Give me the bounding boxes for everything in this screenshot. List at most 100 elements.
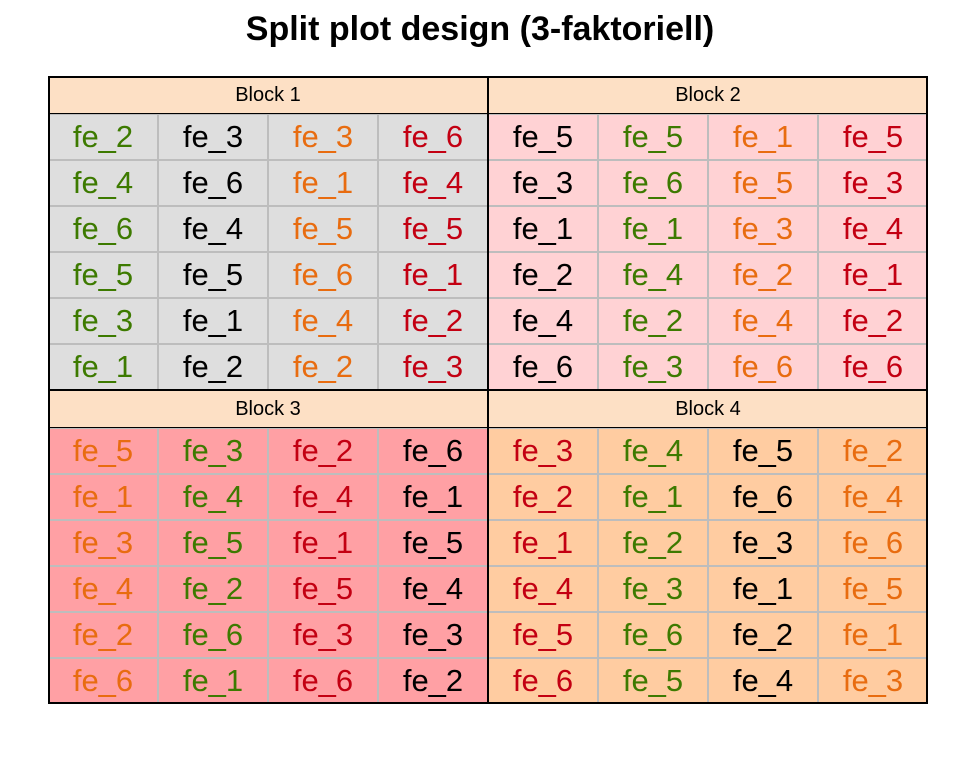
block-header: Block 3 (48, 390, 488, 428)
plot-cell: fe_6 (488, 658, 598, 704)
plot-cell: fe_6 (818, 520, 928, 566)
plot-cell: fe_5 (818, 566, 928, 612)
plot-cell: fe_1 (598, 474, 708, 520)
block-1: Block 1 fe_2 fe_4 fe_6 fe_5 fe_3 fe_1 fe_3 fe_6… (48, 76, 488, 390)
plot-cell: fe_6 (708, 344, 818, 390)
plot-cell: fe_6 (48, 658, 158, 704)
plot-cell: fe_5 (378, 520, 488, 566)
plot-cell: fe_4 (158, 206, 268, 252)
plot-cell: fe_3 (488, 428, 598, 474)
plot-cell: fe_3 (708, 206, 818, 252)
plot-cell: fe_3 (158, 114, 268, 160)
plot-cell: fe_6 (818, 344, 928, 390)
block-header: Block 1 (48, 76, 488, 114)
plot-cell: fe_5 (598, 658, 708, 704)
plot-cell: fe_5 (48, 428, 158, 474)
plot-cell: fe_4 (48, 160, 158, 206)
plot-cell: fe_1 (818, 612, 928, 658)
plot-cell: fe_4 (378, 160, 488, 206)
plot-cell: fe_5 (708, 428, 818, 474)
split-plot-grid: Block 1 fe_2 fe_4 fe_6 fe_5 fe_3 fe_1 fe_3 fe_6… (48, 76, 928, 704)
plot-cell: fe_4 (708, 298, 818, 344)
plot-cell: fe_1 (48, 474, 158, 520)
plot-cell: fe_3 (268, 612, 378, 658)
plot-cell: fe_5 (488, 612, 598, 658)
plot-cell: fe_6 (268, 658, 378, 704)
block-header: Block 2 (488, 76, 928, 114)
plot-cell: fe_5 (268, 566, 378, 612)
plot-cell: fe_2 (158, 566, 268, 612)
plot-cell: fe_5 (378, 206, 488, 252)
plot-cell: fe_6 (598, 160, 708, 206)
plot-cell: fe_1 (378, 252, 488, 298)
plot-cell: fe_5 (158, 252, 268, 298)
plot-cell: fe_2 (48, 612, 158, 658)
page-title: Split plot design (3-faktoriell) (245, 10, 715, 48)
plot-cell: fe_5 (158, 520, 268, 566)
plot-cell: fe_6 (708, 474, 818, 520)
block-header: Block 4 (488, 390, 928, 428)
plot-cell: fe_3 (598, 344, 708, 390)
plot-cell: fe_4 (818, 474, 928, 520)
block-3: Block 3 fe_5 fe_1 fe_3 fe_4 fe_2 fe_6 fe_3 fe_4… (48, 390, 488, 704)
plot-cell: fe_5 (488, 114, 598, 160)
plot-cell: fe_6 (268, 252, 378, 298)
plot-cell: fe_2 (158, 344, 268, 390)
plot-cell: fe_5 (48, 252, 158, 298)
block-cells: fe_2 fe_4 fe_6 fe_5 fe_3 fe_1 fe_3 fe_6 fe_4 fe_5… (48, 114, 488, 390)
plot-cell: fe_2 (598, 520, 708, 566)
plot-cell: fe_4 (598, 252, 708, 298)
plot-cell: fe_4 (158, 474, 268, 520)
plot-cell: fe_4 (598, 428, 708, 474)
plot-cell: fe_5 (818, 114, 928, 160)
plot-cell: fe_1 (598, 206, 708, 252)
plot-cell: fe_3 (818, 160, 928, 206)
plot-cell: fe_3 (378, 612, 488, 658)
plot-cell: fe_1 (158, 658, 268, 704)
plot-cell: fe_3 (378, 344, 488, 390)
plot-cell: fe_1 (818, 252, 928, 298)
plot-cell: fe_1 (488, 206, 598, 252)
plot-cell: fe_6 (488, 344, 598, 390)
block-2: Block 2 fe_5 fe_3 fe_1 fe_2 fe_4 fe_6 fe_5 fe_6… (488, 76, 928, 390)
plot-cell: fe_4 (488, 298, 598, 344)
plot-cell: fe_5 (268, 206, 378, 252)
plot-cell: fe_2 (488, 474, 598, 520)
plot-cell: fe_2 (48, 114, 158, 160)
plot-cell: fe_4 (48, 566, 158, 612)
plot-cell: fe_3 (488, 160, 598, 206)
plot-cell: fe_4 (268, 474, 378, 520)
plot-cell: fe_1 (488, 520, 598, 566)
plot-cell: fe_5 (598, 114, 708, 160)
plot-cell: fe_3 (158, 428, 268, 474)
plot-cell: fe_2 (598, 298, 708, 344)
plot-cell: fe_6 (378, 114, 488, 160)
plot-cell: fe_2 (268, 344, 378, 390)
plot-cell: fe_2 (488, 252, 598, 298)
plot-cell: fe_2 (708, 252, 818, 298)
plot-cell: fe_6 (598, 612, 708, 658)
plot-cell: fe_5 (708, 160, 818, 206)
plot-cell: fe_1 (378, 474, 488, 520)
plot-cell: fe_4 (488, 566, 598, 612)
plot-cell: fe_2 (818, 428, 928, 474)
plot-cell: fe_3 (268, 114, 378, 160)
plot-cell: fe_2 (378, 298, 488, 344)
block-cells: fe_5 fe_1 fe_3 fe_4 fe_2 fe_6 fe_3 fe_4 fe_5 fe_2… (48, 428, 488, 704)
plot-cell: fe_2 (268, 428, 378, 474)
plot-cell: fe_3 (48, 298, 158, 344)
plot-cell: fe_1 (158, 298, 268, 344)
block-cells: fe_3 fe_2 fe_1 fe_4 fe_5 fe_6 fe_4 fe_1 fe_2 fe_3… (488, 428, 928, 704)
plot-cell: fe_2 (818, 298, 928, 344)
plot-cell: fe_3 (708, 520, 818, 566)
plot-cell: fe_3 (818, 658, 928, 704)
plot-cell: fe_1 (708, 566, 818, 612)
plot-cell: fe_6 (158, 612, 268, 658)
plot-cell: fe_1 (708, 114, 818, 160)
plot-cell: fe_3 (598, 566, 708, 612)
plot-cell: fe_2 (708, 612, 818, 658)
plot-cell: fe_6 (48, 206, 158, 252)
plot-cell: fe_1 (48, 344, 158, 390)
plot-cell: fe_4 (818, 206, 928, 252)
plot-cell: fe_6 (158, 160, 268, 206)
